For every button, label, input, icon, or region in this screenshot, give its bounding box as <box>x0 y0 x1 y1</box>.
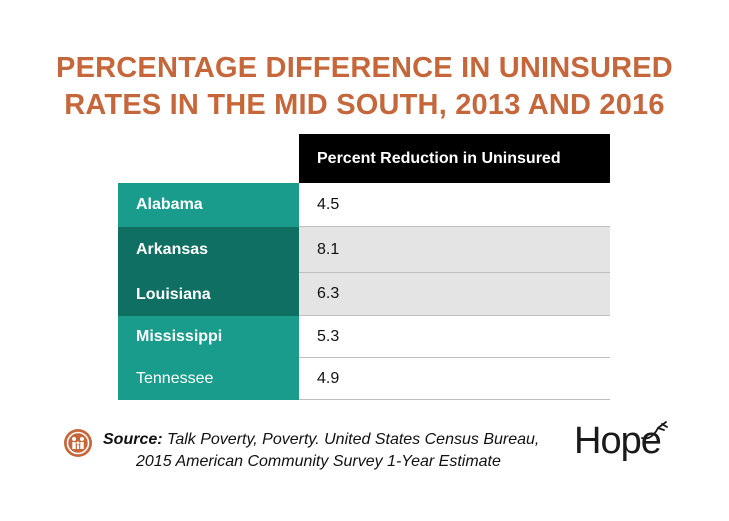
value-cell-arkansas: 8.1 <box>299 227 610 273</box>
chart-title-line-1: PERCENTAGE DIFFERENCE IN UNINSURED <box>56 52 673 84</box>
state-label-arkansas: Arkansas <box>118 227 299 273</box>
chart-title: PERCENTAGE DIFFERENCE IN UNINSURED RATES… <box>0 50 729 124</box>
bird-icon <box>641 421 668 440</box>
state-label-louisiana: Louisiana <box>118 273 299 316</box>
state-label-tennessee: Tennessee <box>118 358 299 400</box>
state-label-alabama: Alabama <box>118 183 299 227</box>
source-note: Source: Talk Poverty, Poverty. United St… <box>103 429 539 473</box>
source-label: Source: <box>103 431 163 448</box>
chart-title-line-2: RATES IN THE MID SOUTH, 2013 AND 2016 <box>64 89 665 121</box>
value-cell-alabama: 4.5 <box>299 183 610 227</box>
value-cell-tennessee: 4.9 <box>299 358 610 400</box>
state-label-mississippi: Mississippi <box>118 316 299 358</box>
source-line-2: 2015 American Community Survey 1-Year Es… <box>136 453 501 470</box>
value-cell-mississippi: 5.3 <box>299 316 610 358</box>
source-logo-icon <box>64 429 92 457</box>
source-line-1: Talk Poverty, Poverty. United States Cen… <box>167 431 540 448</box>
brand-logo: Hope <box>574 420 662 462</box>
value-cell-louisiana: 6.3 <box>299 273 610 316</box>
column-header: Percent Reduction in Uninsured <box>299 134 610 183</box>
